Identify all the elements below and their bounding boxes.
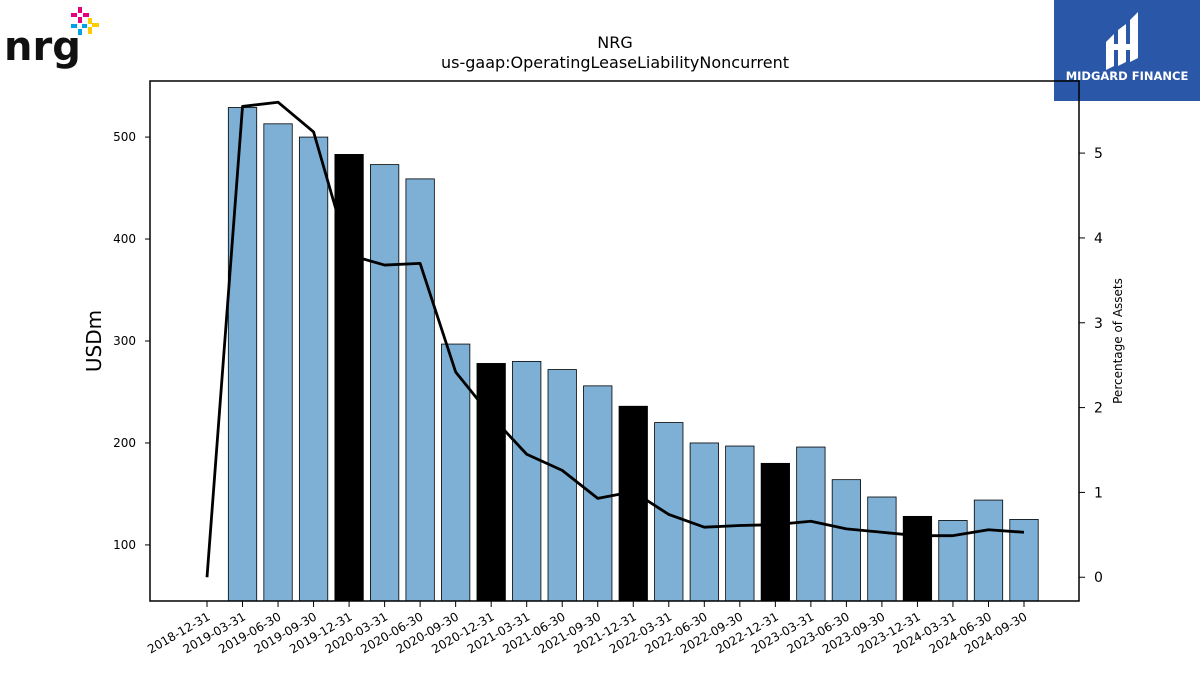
bar xyxy=(654,422,684,602)
bar xyxy=(725,445,755,602)
y2-tick-label: 4 xyxy=(1094,231,1103,247)
y-tick-label: 300 xyxy=(113,334,136,348)
bar-series xyxy=(227,107,1039,602)
y-tick-label: 500 xyxy=(113,130,136,144)
x-axis: 2018-12-312019-03-312019-06-302019-09-30… xyxy=(145,601,1030,656)
bar xyxy=(583,385,613,602)
bar xyxy=(618,405,648,602)
line-series xyxy=(205,100,1025,578)
right-axis: 0 1 2 3 4 5 xyxy=(1079,146,1103,586)
bar xyxy=(298,136,329,602)
y-axis-label: USDm xyxy=(82,310,106,372)
left-axis: 100 200 300 400 500 xyxy=(113,130,150,552)
bar xyxy=(476,363,506,602)
bar xyxy=(512,360,542,602)
y2-tick-label: 2 xyxy=(1094,401,1103,417)
y-tick-label: 200 xyxy=(113,436,136,450)
bar xyxy=(902,515,933,602)
bar xyxy=(689,442,719,602)
nrg-logo: nrg xyxy=(4,7,99,70)
y2-tick-label: 0 xyxy=(1094,570,1103,586)
bar xyxy=(867,496,897,602)
bar xyxy=(547,369,577,602)
bar xyxy=(405,178,435,602)
bar xyxy=(334,154,364,602)
midgard-finance-logo: MIDGARD FINANCE xyxy=(1054,0,1200,101)
chart-subtitle: us-gaap:OperatingLeaseLiabilityNoncurren… xyxy=(441,53,789,72)
nrg-logo-text: nrg xyxy=(4,24,81,70)
bar xyxy=(263,123,293,602)
y-tick-label: 100 xyxy=(113,538,136,552)
bar xyxy=(831,479,861,602)
y-tick-label: 400 xyxy=(113,232,136,246)
y2-tick-label: 3 xyxy=(1094,316,1103,332)
midgard-logo-mark-icon xyxy=(1106,12,1138,70)
percentage-line xyxy=(205,100,1025,578)
y2-tick-label: 5 xyxy=(1094,146,1103,162)
bar xyxy=(441,343,471,602)
bar xyxy=(760,462,790,602)
midgard-logo-text: MIDGARD FINANCE xyxy=(1066,69,1189,83)
y2-tick-label: 1 xyxy=(1094,485,1103,501)
bar xyxy=(938,520,968,602)
y2-axis-label: Percentage of Assets xyxy=(1111,278,1125,404)
bar xyxy=(227,107,258,602)
bar xyxy=(973,499,1004,602)
chart-title: NRG xyxy=(597,33,632,52)
bar xyxy=(369,164,400,602)
nrg-logo-mark-icon xyxy=(71,7,99,35)
